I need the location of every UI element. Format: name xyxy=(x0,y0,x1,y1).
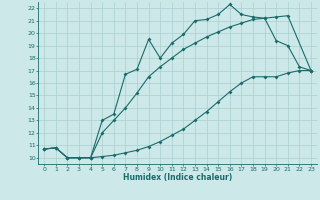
X-axis label: Humidex (Indice chaleur): Humidex (Indice chaleur) xyxy=(123,173,232,182)
